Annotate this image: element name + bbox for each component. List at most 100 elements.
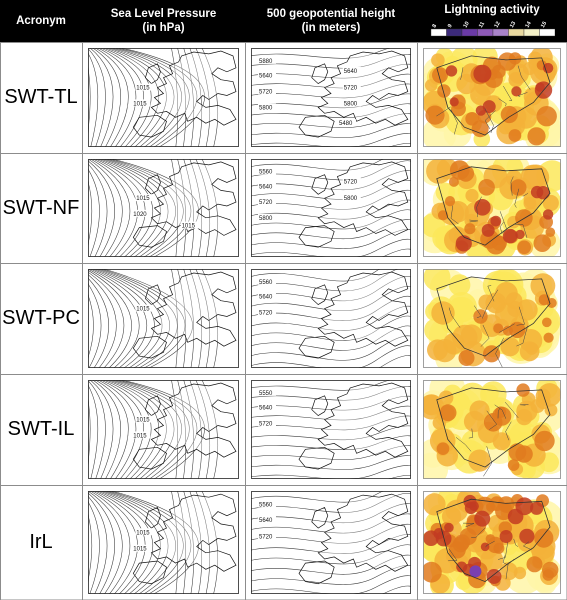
lightning-density-blob xyxy=(432,67,448,84)
sea-level-pressure-map: 1015 1015 xyxy=(88,491,239,594)
slp-contour-line xyxy=(117,48,198,147)
slp-contour-line xyxy=(88,492,115,594)
z500-contour-label: 5720 xyxy=(259,311,273,317)
lightning-density-blob xyxy=(519,528,535,544)
coastline-iberia xyxy=(132,335,167,359)
lightning-density-blob xyxy=(507,459,520,471)
county-boundary xyxy=(468,428,474,439)
z500-contour-label: 5640 xyxy=(259,74,273,80)
lightning-density-blob xyxy=(431,53,445,67)
lightning-map-frame xyxy=(423,48,561,147)
slp-contour-label: 1015 xyxy=(133,547,147,553)
label-backing xyxy=(132,209,151,217)
label-backing xyxy=(258,500,276,508)
county-boundary xyxy=(481,289,499,319)
lightning-density-blob xyxy=(456,73,477,95)
coastline-europe xyxy=(150,271,237,347)
lightning-density-blob xyxy=(437,84,451,98)
lightning-density-blob xyxy=(437,210,449,221)
z500-contour-line xyxy=(251,63,411,79)
header-sea-level-pressure: Sea Level Pressure (in hPa) xyxy=(82,0,245,42)
z500-contour-label: 5640 xyxy=(259,295,273,301)
lightning-map-frame xyxy=(423,269,561,368)
coastline-iberia xyxy=(132,560,167,585)
county-boundary xyxy=(484,108,494,134)
z500-contour-line xyxy=(251,380,391,391)
lightning-density-blob xyxy=(513,566,527,580)
lightning-density-blob xyxy=(423,493,446,516)
slp-contour-line xyxy=(120,380,219,479)
label-backing xyxy=(258,403,276,411)
z500-contour-line xyxy=(251,513,411,534)
z500-contour-line xyxy=(251,554,411,575)
z500-contour-label: 5720 xyxy=(259,534,273,540)
map-frame xyxy=(251,159,411,257)
county-boundary xyxy=(480,324,490,347)
slp-contour-line xyxy=(88,514,93,582)
lightning-activity-map xyxy=(423,159,561,257)
lightning-density-blob xyxy=(499,530,513,543)
county-boundary xyxy=(517,92,528,97)
z500-contour-label: 5720 xyxy=(344,86,358,92)
lightning-activity-map xyxy=(423,491,561,594)
legend-tick-label: 10 xyxy=(463,21,471,29)
slp-contour-line xyxy=(92,159,138,257)
lightning-density-blob xyxy=(515,497,534,516)
z500-contour-line xyxy=(251,425,411,441)
header-acronym-label: Acronym xyxy=(16,15,66,27)
lightning-density-blob xyxy=(423,394,444,420)
region-boundary xyxy=(436,166,551,246)
coastline-british-isles xyxy=(311,395,329,417)
map-frame xyxy=(251,48,411,147)
slp-contour-line xyxy=(110,491,219,594)
lightning-density-blob xyxy=(530,501,544,515)
z500-contour-label: 5480 xyxy=(339,121,353,127)
coastline-british-isles xyxy=(311,284,329,306)
lightning-peak-blob xyxy=(469,565,482,578)
z500-contour-line xyxy=(251,534,411,554)
county-boundary xyxy=(514,188,520,208)
label-backing xyxy=(135,528,154,536)
slp-contour-line xyxy=(103,269,219,368)
county-boundary xyxy=(484,110,496,130)
county-boundary xyxy=(469,219,478,223)
legend-tick-label: 15 xyxy=(540,21,548,29)
county-boundary xyxy=(486,410,498,430)
slp-contour-label: 1015 xyxy=(136,86,150,92)
lightning-density-blob xyxy=(542,569,554,581)
coastline-british-isles xyxy=(145,63,161,85)
z500-contour-line xyxy=(251,93,411,109)
z500-contour-line xyxy=(251,160,411,181)
county-boundary xyxy=(495,337,504,368)
lightning-density-blob xyxy=(424,79,438,92)
header-slp-line1: Sea Level Pressure xyxy=(110,8,217,20)
z500-contour-label: 5640 xyxy=(259,518,273,524)
label-backing xyxy=(258,308,276,316)
slp-contour-line xyxy=(88,269,195,368)
map-frame xyxy=(88,491,239,594)
lightning-density-blob xyxy=(425,105,445,125)
z500-contour-line xyxy=(251,345,411,368)
county-boundary xyxy=(471,527,486,538)
map-frame xyxy=(251,269,411,368)
lightning-density-blob xyxy=(542,209,554,220)
slp-contour-line xyxy=(88,491,123,594)
slp-contour-line xyxy=(94,159,146,257)
label-backing xyxy=(135,415,154,423)
lightning-legend-colorbar: 8 9 10 11 12 13 14 15 xyxy=(430,20,555,37)
geopotential-height-map: 5560 5640 5720 xyxy=(251,491,411,594)
z500-contour-line xyxy=(251,405,411,421)
z500-contour-line xyxy=(251,445,411,460)
legend-tick-label: 12 xyxy=(494,21,502,29)
z500-contour-line xyxy=(251,305,411,331)
coastline-iberia xyxy=(298,560,335,585)
slp-contour-label: 1015 xyxy=(133,101,147,107)
lightning-density-blob xyxy=(486,502,496,512)
slp-contour-line xyxy=(88,294,94,359)
slp-contour-line xyxy=(115,380,190,479)
slp-contour-label: 1015 xyxy=(136,418,150,424)
slp-contour-line xyxy=(94,48,129,147)
county-boundary xyxy=(455,437,472,452)
slp-contour-line xyxy=(91,491,138,594)
